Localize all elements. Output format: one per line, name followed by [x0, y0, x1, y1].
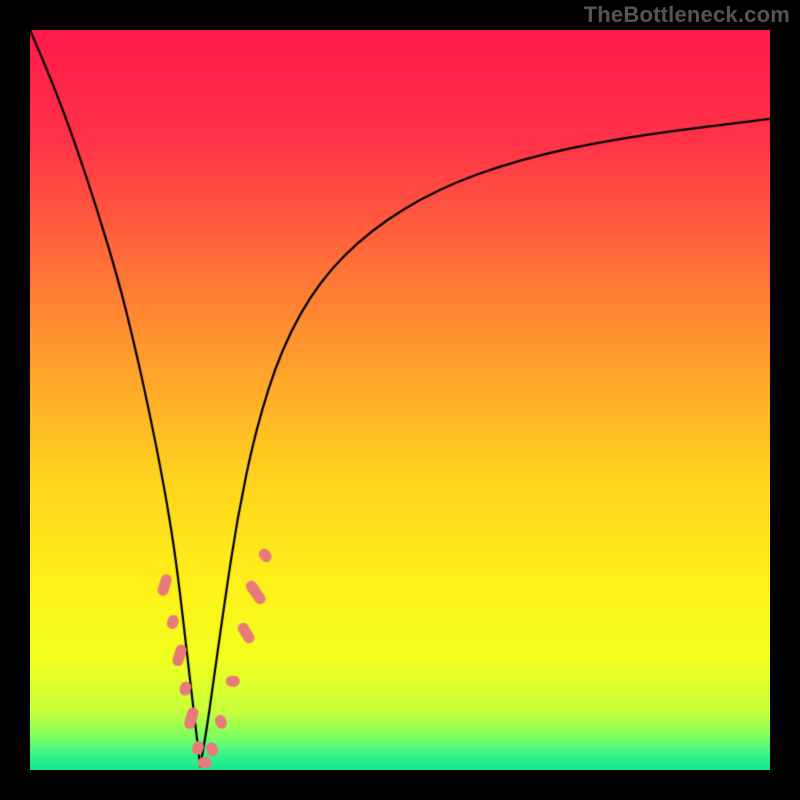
watermark-text: TheBottleneck.com: [584, 2, 790, 28]
bottleneck-curve-chart: [30, 30, 770, 770]
chart-stage: TheBottleneck.com: [0, 0, 800, 800]
plot-frame: [30, 30, 770, 770]
